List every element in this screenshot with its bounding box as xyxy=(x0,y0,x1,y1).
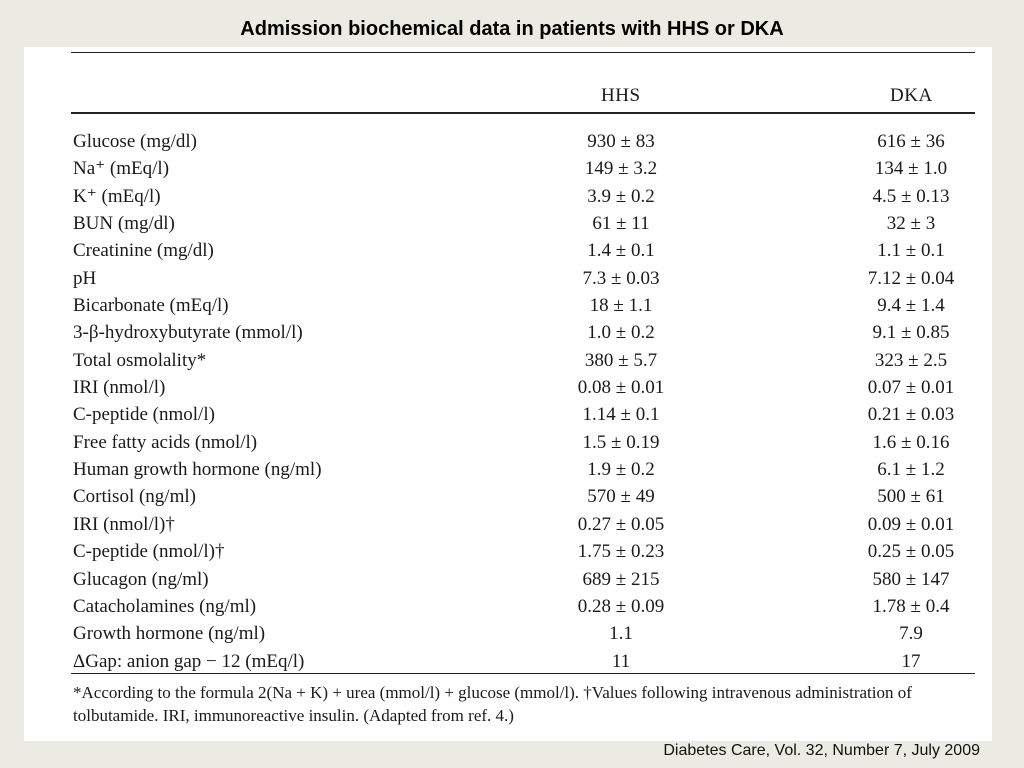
dka-value: 17 xyxy=(901,650,921,672)
hhs-value: 149 ± 3.2 xyxy=(584,158,658,180)
dka-value: 1.1 ± 0.1 xyxy=(877,240,945,262)
dka-value: 500 ± 61 xyxy=(877,486,945,508)
hhs-value: 1.75 ± 0.23 xyxy=(577,541,665,563)
hhs-value: 1.1 xyxy=(609,623,633,645)
bottom-rule xyxy=(71,673,975,674)
dka-value: 7.9 xyxy=(899,623,923,645)
row-label: Glucagon (ng/ml) xyxy=(73,568,209,590)
dka-value: 7.12 ± 0.04 xyxy=(867,267,955,289)
row-label: C-peptide (nmol/l)† xyxy=(73,541,225,563)
table-image-panel: HHS DKA Glucose (mg/dl) 930 ± 83 616 ± 36 … xyxy=(24,47,992,741)
table-body: Glucose (mg/dl) 930 ± 83 616 ± 36 Na⁺ (mEq… xyxy=(71,128,975,675)
table-row: Glucagon (ng/ml) 689 ± 215 580 ± 147 xyxy=(71,566,975,593)
dka-value: 0.09 ± 0.01 xyxy=(867,513,955,535)
hhs-value: 18 ± 1.1 xyxy=(589,295,653,317)
row-label: IRI (nmol/l) xyxy=(73,377,166,399)
dka-value: 0.21 ± 0.03 xyxy=(867,404,955,426)
hhs-value: 1.0 ± 0.2 xyxy=(587,322,655,344)
table-row: Catacholamines (ng/ml) 0.28 ± 0.09 1.78 ± … xyxy=(71,593,975,620)
dka-value: 580 ± 147 xyxy=(872,568,950,590)
row-label: IRI (nmol/l)† xyxy=(73,513,175,535)
table-row: Free fatty acids (nmol/l) 1.5 ± 0.19 1.6 ±… xyxy=(71,429,975,456)
table-row: K⁺ (mEq/l) 3.9 ± 0.2 4.5 ± 0.13 xyxy=(71,183,975,210)
table-row: C-peptide (nmol/l) 1.14 ± 0.1 0.21 ± 0.03 xyxy=(71,401,975,428)
row-label: Cortisol (ng/ml) xyxy=(73,486,196,508)
hhs-value: 1.14 ± 0.1 xyxy=(582,404,660,426)
table-row: IRI (nmol/l) 0.08 ± 0.01 0.07 ± 0.01 xyxy=(71,374,975,401)
table-row: Human growth hormone (ng/ml) 1.9 ± 0.2 6.1… xyxy=(71,456,975,483)
dka-value: 32 ± 3 xyxy=(886,213,936,235)
dka-value: 1.78 ± 0.4 xyxy=(872,595,950,617)
hhs-value: 0.27 ± 0.05 xyxy=(577,513,665,535)
row-label: Human growth hormone (ng/ml) xyxy=(73,459,322,481)
dka-value: 9.1 ± 0.85 xyxy=(872,322,950,344)
table-row: Total osmolality* 380 ± 5.7 323 ± 2.5 xyxy=(71,347,975,374)
dka-value: 6.1 ± 1.2 xyxy=(877,459,945,481)
table-row: ΔGap: anion gap − 12 (mEq/l) 11 17 xyxy=(71,648,975,675)
hhs-value: 689 ± 215 xyxy=(582,568,660,590)
row-label: Total osmolality* xyxy=(73,349,207,371)
table-footnote: *According to the formula 2(Na + K) + ur… xyxy=(73,683,912,725)
table-row: IRI (nmol/l)† 0.27 ± 0.05 0.09 ± 0.01 xyxy=(71,511,975,538)
row-label: Growth hormone (ng/ml) xyxy=(73,623,266,645)
table-row: BUN (mg/dl) 61 ± 11 32 ± 3 xyxy=(71,210,975,237)
table-row: 3-β-hydroxybutyrate (mmol/l) 1.0 ± 0.2 9.1… xyxy=(71,319,975,346)
hhs-value: 1.9 ± 0.2 xyxy=(587,459,655,481)
row-label: Bicarbonate (mEq/l) xyxy=(73,295,229,317)
row-label: K⁺ (mEq/l) xyxy=(73,185,161,207)
header-rule xyxy=(71,112,975,114)
dka-value: 4.5 ± 0.13 xyxy=(872,185,950,207)
hhs-value: 1.4 ± 0.1 xyxy=(587,240,655,262)
column-header-dka: DKA xyxy=(890,85,933,106)
table-row: Na⁺ (mEq/l) 149 ± 3.2 134 ± 1.0 xyxy=(71,155,975,182)
row-label: C-peptide (nmol/l) xyxy=(73,404,215,426)
row-label: Glucose (mg/dl) xyxy=(73,131,198,152)
hhs-value: 7.3 ± 0.03 xyxy=(582,267,660,289)
table-row: Creatinine (mg/dl) 1.4 ± 0.1 1.1 ± 0.1 xyxy=(71,237,975,264)
row-label: Creatinine (mg/dl) xyxy=(73,240,214,262)
dka-value: 0.25 ± 0.05 xyxy=(867,541,955,563)
table-row: Cortisol (ng/ml) 570 ± 49 500 ± 61 xyxy=(71,483,975,510)
dka-value: 0.07 ± 0.01 xyxy=(867,377,955,399)
row-label: Na⁺ (mEq/l) xyxy=(73,158,170,180)
dka-value: 9.4 ± 1.4 xyxy=(877,295,945,317)
table-row: pH 7.3 ± 0.03 7.12 ± 0.04 xyxy=(71,265,975,292)
hhs-value: 570 ± 49 xyxy=(587,486,655,508)
table-row: Glucose (mg/dl) 930 ± 83 616 ± 36 xyxy=(71,128,975,155)
hhs-value: 61 ± 11 xyxy=(592,213,650,235)
row-label: pH xyxy=(73,267,97,289)
table-row: Bicarbonate (mEq/l) 18 ± 1.1 9.4 ± 1.4 xyxy=(71,292,975,319)
citation: Diabetes Care, Vol. 32, Number 7, July 2… xyxy=(663,742,980,759)
hhs-value: 1.5 ± 0.19 xyxy=(582,431,660,453)
table-row: Growth hormone (ng/ml) 1.1 7.9 xyxy=(71,620,975,647)
dka-value: 1.6 ± 0.16 xyxy=(872,431,950,453)
hhs-value: 380 ± 5.7 xyxy=(584,349,658,371)
row-label: Free fatty acids (nmol/l) xyxy=(73,431,258,453)
hhs-value: 0.08 ± 0.01 xyxy=(577,377,665,399)
dka-value: 616 ± 36 xyxy=(877,131,945,152)
hhs-value: 11 xyxy=(611,650,631,672)
column-header-hhs: HHS xyxy=(601,85,641,106)
top-rule xyxy=(71,52,975,53)
hhs-value: 0.28 ± 0.09 xyxy=(577,595,665,617)
dka-value: 134 ± 1.0 xyxy=(874,158,948,180)
dka-value: 323 ± 2.5 xyxy=(874,349,948,371)
table-row: C-peptide (nmol/l)† 1.75 ± 0.23 0.25 ± 0.0… xyxy=(71,538,975,565)
hhs-value: 930 ± 83 xyxy=(587,131,655,152)
row-label: Catacholamines (ng/ml) xyxy=(73,595,257,617)
row-label: ΔGap: anion gap − 12 (mEq/l) xyxy=(73,650,305,672)
slide-title: Admission biochemical data in patients w… xyxy=(240,18,784,40)
row-label: 3-β-hydroxybutyrate (mmol/l) xyxy=(73,322,303,344)
row-label: BUN (mg/dl) xyxy=(73,213,175,235)
hhs-value: 3.9 ± 0.2 xyxy=(587,185,655,207)
